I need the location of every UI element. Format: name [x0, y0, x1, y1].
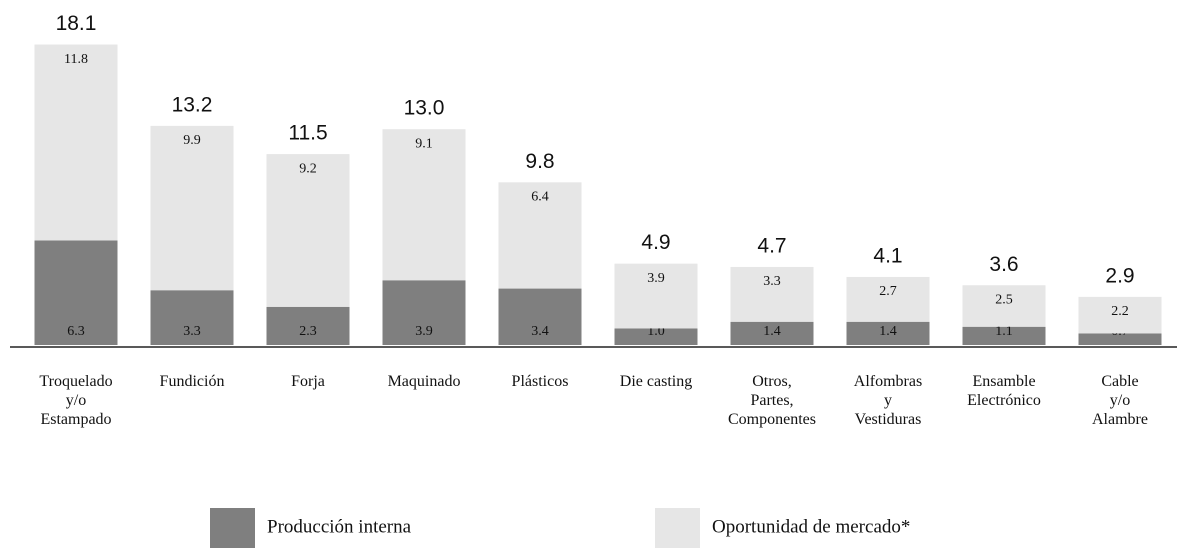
legend-label: Oportunidad de mercado*: [712, 516, 910, 537]
x-tick-label-line: Componentes: [728, 411, 816, 428]
bar-segment: [150, 125, 234, 291]
x-tick-label-line: Alfombras: [854, 373, 922, 390]
bar-segment: [266, 154, 350, 307]
bar-segment: [382, 129, 466, 281]
x-tick-label: Die casting: [620, 373, 692, 390]
bar-segment: [1078, 333, 1162, 345]
bar-segment: [846, 321, 930, 345]
total-label: 2.9: [1105, 264, 1134, 287]
data-label: 11.8: [64, 52, 88, 67]
bar-segment: [498, 288, 582, 345]
data-label: 6.4: [531, 190, 549, 205]
bar-segment: [150, 290, 234, 345]
x-tick-label-line: Forja: [291, 373, 325, 390]
x-tick-label-line: Vestiduras: [855, 411, 922, 428]
data-label: 2.3: [299, 324, 317, 339]
total-label: 4.9: [641, 231, 670, 254]
x-tick-label: Troquelado y/o Estampado: [39, 373, 112, 428]
bar-segment: [730, 266, 814, 322]
x-tick-label: Forja: [291, 373, 325, 390]
data-label: 2.7: [879, 284, 897, 299]
total-label: 18.1: [56, 12, 97, 35]
x-tick-label-line: Estampado: [40, 411, 111, 428]
bar-segment: [498, 182, 582, 289]
x-tick-label: Cable y/o Alambre: [1092, 373, 1148, 428]
data-label: 3.3: [763, 274, 781, 289]
x-tick-label-line: Alambre: [1092, 411, 1148, 428]
bar-segment: [382, 280, 466, 345]
x-tick-label-line: Electrónico: [967, 392, 1041, 409]
x-tick-label-line: Cable: [1101, 373, 1138, 390]
bar-segment: [266, 306, 350, 345]
x-tick-label: Otros, Partes, Componentes: [728, 373, 816, 428]
legend-swatch: [655, 508, 700, 548]
total-label: 4.1: [873, 244, 902, 267]
x-tick-label-line: Otros,: [752, 373, 792, 390]
bar-segment: [962, 326, 1046, 345]
bar-segment: [730, 321, 814, 345]
x-tick-label-line: Partes,: [750, 392, 793, 409]
x-tick-label-line: Plásticos: [512, 373, 569, 390]
x-tick-label-line: y/o: [66, 392, 86, 409]
x-tick-label-line: Fundición: [160, 373, 225, 390]
data-label: 2.5: [995, 292, 1013, 307]
bar-segment: [962, 285, 1046, 327]
x-tick-label-line: y: [884, 392, 892, 409]
data-label: 1.1: [995, 324, 1013, 339]
bar-segment: [614, 328, 698, 345]
x-tick-label-line: y/o: [1110, 392, 1130, 409]
bar-segment: [614, 263, 698, 329]
bar-segment: [34, 240, 118, 345]
total-label: 4.7: [757, 235, 786, 258]
x-tick-label-line: Maquinado: [388, 373, 461, 390]
x-tick-label: Plásticos: [512, 373, 569, 390]
x-tick-label: Ensamble Electrónico: [967, 373, 1041, 409]
x-tick-label: Maquinado: [388, 373, 461, 390]
x-tick-label-line: Troquelado: [39, 373, 112, 390]
data-label: 3.3: [183, 324, 201, 339]
bar-segment: [846, 276, 930, 322]
data-label: 9.1: [415, 136, 433, 151]
total-label: 3.6: [989, 253, 1018, 276]
data-label: 1.4: [879, 324, 897, 339]
data-label: 3.9: [415, 324, 433, 339]
total-label: 13.2: [172, 93, 213, 116]
data-label: 9.9: [183, 133, 201, 148]
data-label: 2.2: [1111, 304, 1129, 319]
x-tick-label-line: Ensamble: [972, 373, 1035, 390]
legend-label: Producción interna: [267, 516, 412, 537]
total-label: 9.8: [525, 150, 554, 173]
data-label: 6.3: [67, 324, 85, 339]
total-label: 11.5: [288, 122, 327, 145]
legend-swatch: [210, 508, 255, 548]
x-tick-label: Alfombras y Vestiduras: [854, 373, 922, 428]
data-label: 3.4: [531, 324, 549, 339]
bar-segment: [34, 44, 118, 241]
total-label: 13.0: [404, 97, 445, 120]
x-tick-label: Fundición: [160, 373, 225, 390]
data-label: 9.2: [299, 161, 317, 176]
bar-segment: [1078, 296, 1162, 334]
data-label: 3.9: [647, 271, 665, 286]
x-tick-label-line: Die casting: [620, 373, 692, 390]
data-label: 1.4: [763, 324, 781, 339]
